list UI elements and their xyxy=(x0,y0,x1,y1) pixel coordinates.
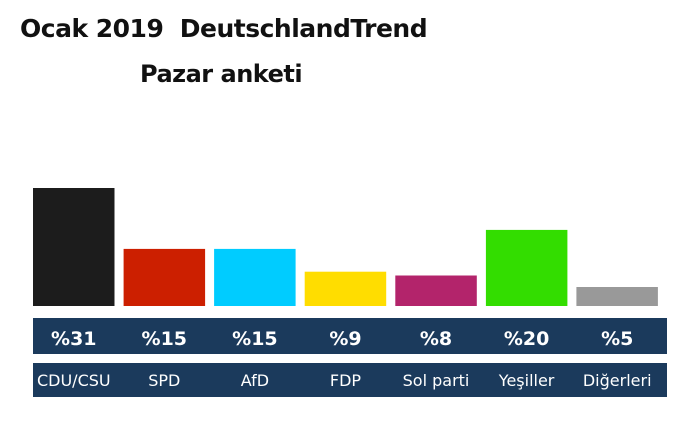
value-label-di-erleri: %5 xyxy=(601,328,633,350)
bar-cdu-csu xyxy=(33,188,115,306)
value-label-fdp: %9 xyxy=(329,328,361,350)
value-label-sol-parti: %8 xyxy=(420,328,452,350)
bars-group xyxy=(33,188,658,306)
value-label-ye-iller: %20 xyxy=(504,328,549,350)
bar-afd xyxy=(214,248,296,306)
value-labels-group: %31 %15 %15 %9 %8 %20 %5 xyxy=(51,328,633,350)
category-label-afd: AfD xyxy=(241,371,269,390)
value-label-afd: %15 xyxy=(232,328,277,350)
values-band xyxy=(33,318,667,354)
chart-title: Ocak 2019 DeutschlandTrend xyxy=(20,14,428,43)
bar-spd xyxy=(123,248,206,306)
bar-sol-parti xyxy=(395,275,477,306)
value-label-spd: %15 xyxy=(142,328,187,350)
value-label-cdu-csu: %31 xyxy=(51,328,96,350)
bar-di-erleri xyxy=(576,287,658,306)
category-label-ye-iller: Yeşiller xyxy=(498,371,555,390)
category-label-fdp: FDP xyxy=(330,371,362,390)
bar-ye-iller xyxy=(485,229,568,306)
bar-fdp xyxy=(304,271,387,306)
category-label-sol-parti: Sol parti xyxy=(403,371,470,390)
category-labels-group: CDU/CSU SPD AfD FDP Sol parti Yeşiller Diğerle… xyxy=(37,371,652,390)
chart-subtitle: Pazar anketi xyxy=(140,60,303,88)
category-label-cdu-csu: CDU/CSU xyxy=(37,371,111,390)
category-label-spd: SPD xyxy=(148,371,180,390)
categories-band xyxy=(33,363,667,397)
category-label-di-erleri: Diğerleri xyxy=(583,371,652,390)
